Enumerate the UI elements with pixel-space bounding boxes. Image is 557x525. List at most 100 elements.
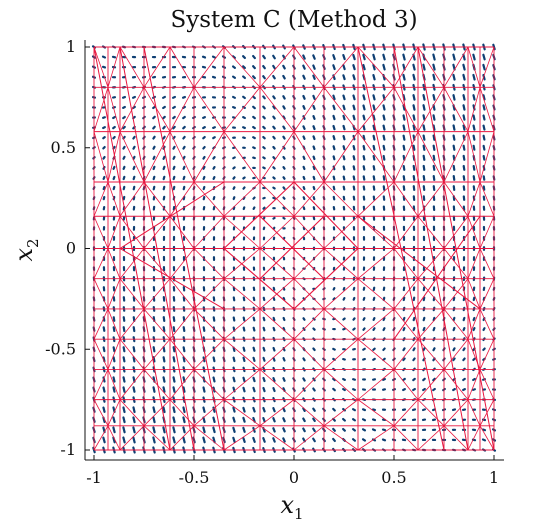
vector-arrow: [352, 175, 356, 181]
vector-arrow: [282, 196, 286, 200]
mesh-edge: [293, 181, 359, 249]
vector-arrow: [242, 166, 246, 170]
vector-arrow: [262, 64, 266, 70]
vector-arrow: [402, 164, 406, 171]
vector-arrow: [452, 73, 456, 81]
vector-arrow: [312, 327, 316, 331]
vector-arrow: [242, 386, 246, 393]
vector-arrow: [111, 55, 117, 59]
mesh-edge: [223, 425, 261, 451]
vector-arrow: [101, 65, 107, 69]
vector-arrow: [382, 327, 386, 332]
mesh-edge: [93, 248, 109, 279]
vector-arrow: [262, 156, 266, 160]
vector-arrow: [332, 155, 336, 161]
mesh-edge: [223, 369, 261, 400]
vector-arrow: [312, 347, 316, 352]
mesh-edge: [323, 131, 359, 183]
vector-arrow: [412, 63, 416, 71]
vector-arrow: [332, 407, 336, 412]
vector-arrow: [332, 297, 336, 301]
vector-arrow: [372, 104, 376, 111]
mesh-edge: [143, 369, 171, 400]
vector-arrow: [431, 408, 437, 412]
mesh-edge: [293, 399, 325, 427]
vector-arrow: [422, 175, 426, 181]
mesh-edge: [443, 216, 469, 249]
vector-arrow: [412, 377, 416, 382]
vector-arrow: [152, 175, 156, 181]
vector-arrow: [272, 427, 276, 433]
vector-arrow: [361, 428, 367, 432]
mesh-edge: [107, 181, 121, 217]
vector-arrow: [112, 316, 116, 322]
mesh-edge: [479, 131, 495, 183]
vector-arrow: [262, 95, 266, 100]
vector-arrow: [242, 55, 246, 60]
mesh-edge: [443, 425, 469, 451]
vector-arrow: [382, 175, 386, 181]
vector-arrow: [282, 417, 286, 423]
vector-arrow: [452, 175, 456, 181]
vector-arrow: [402, 124, 406, 131]
vector-arrow: [312, 125, 316, 131]
vector-arrow: [342, 377, 346, 382]
mesh-edge: [479, 369, 495, 400]
vector-arrow: [432, 326, 436, 332]
vector-arrow: [332, 124, 336, 131]
mesh-edge: [119, 216, 145, 249]
vector-arrow: [432, 114, 436, 121]
mesh-edge: [93, 181, 109, 217]
vector-arrow: [202, 436, 206, 444]
vector-arrow: [482, 104, 486, 111]
vector-arrow: [252, 356, 256, 362]
vector-arrow: [242, 186, 246, 190]
vector-arrow: [452, 94, 456, 101]
mesh-edge: [467, 369, 481, 400]
mesh-edge: [467, 46, 481, 88]
mesh-edge: [393, 87, 419, 132]
vector-arrow: [472, 114, 476, 121]
y-axis-ticks: -1 -0.5 0 0.5 1: [45, 37, 90, 459]
vector-arrow: [162, 426, 166, 434]
vector-arrow: [382, 104, 386, 111]
vector-arrow: [132, 326, 136, 333]
vector-arrow: [282, 135, 286, 140]
vector-arrow: [342, 175, 346, 181]
vector-arrow: [472, 327, 476, 332]
vector-arrow: [452, 357, 456, 362]
mesh-edge: [393, 131, 419, 183]
vector-arrow: [181, 95, 187, 99]
vector-arrow: [312, 417, 316, 423]
y-tick-label: -1: [60, 440, 76, 459]
mesh-edge: [293, 338, 325, 370]
vector-arrow: [381, 438, 387, 442]
vector-arrow: [112, 135, 116, 140]
vector-arrow: [302, 175, 306, 181]
vector-arrow: [172, 386, 176, 393]
vector-arrow: [232, 316, 236, 322]
vector-arrow: [362, 165, 366, 171]
vector-arrow: [462, 175, 466, 181]
vector-arrow: [242, 206, 246, 211]
vector-arrow: [282, 74, 286, 80]
vector-arrow: [282, 115, 286, 120]
mesh-edge: [443, 278, 469, 310]
vector-arrow: [312, 74, 316, 80]
vector-arrow: [272, 54, 276, 60]
vector-arrow: [162, 165, 166, 171]
vector-arrow: [372, 94, 376, 101]
mesh-edge: [119, 308, 145, 340]
mesh-edge: [119, 278, 145, 310]
vector-arrow: [362, 134, 366, 141]
vector-arrow: [432, 154, 436, 161]
vector-arrow: [162, 386, 166, 393]
vector-arrow: [212, 416, 216, 424]
mesh-edge: [143, 338, 171, 370]
vector-arrow: [432, 134, 436, 141]
vector-arrow: [412, 326, 416, 332]
vector-arrow: [432, 164, 436, 171]
mesh-edge: [479, 308, 495, 340]
vector-arrow: [472, 73, 476, 81]
vector-arrow: [332, 377, 336, 382]
